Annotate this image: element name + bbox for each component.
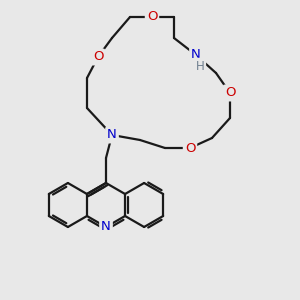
Text: O: O xyxy=(185,142,195,154)
Text: H: H xyxy=(196,59,204,73)
Text: N: N xyxy=(101,220,111,233)
Text: O: O xyxy=(225,86,235,100)
Text: O: O xyxy=(147,11,157,23)
Text: O: O xyxy=(93,50,103,64)
Text: N: N xyxy=(191,49,201,62)
Text: N: N xyxy=(107,128,117,142)
